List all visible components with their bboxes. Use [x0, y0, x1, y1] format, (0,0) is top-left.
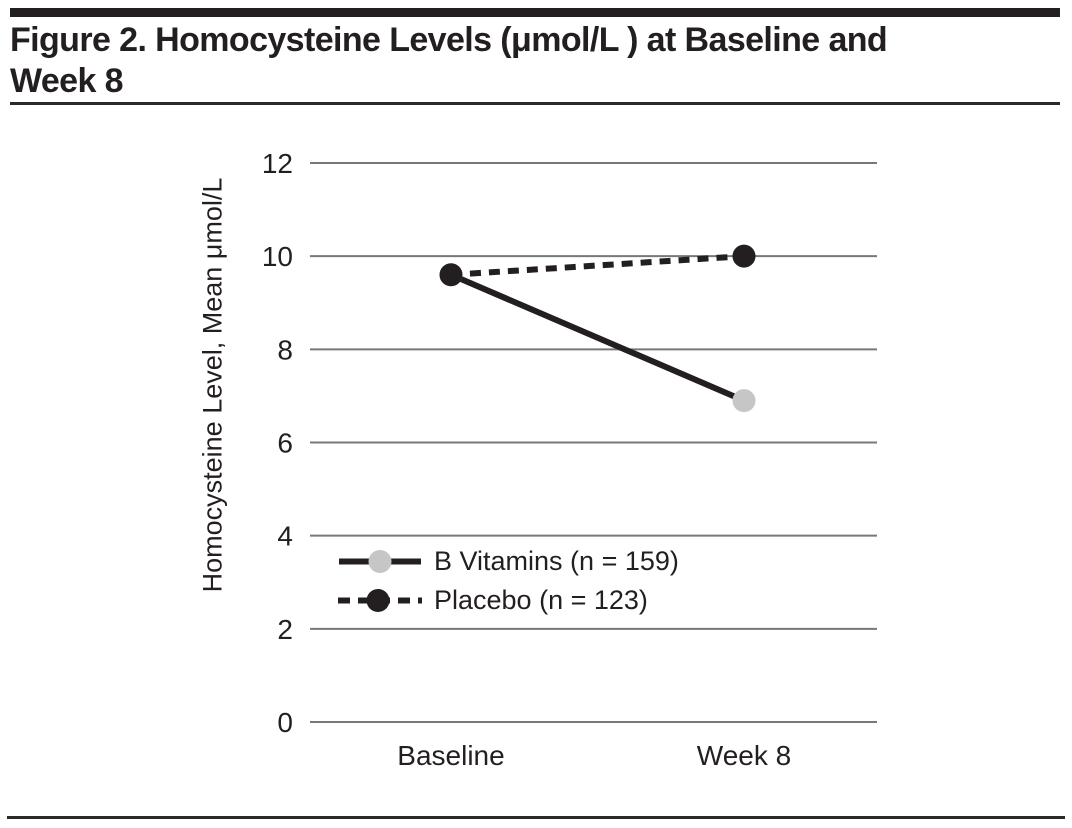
- y-tick-label-2: 2: [277, 614, 293, 645]
- figure-bottom-rule: [7, 816, 1065, 819]
- legend-sample-solid-line-icon: [339, 550, 421, 573]
- legend-sample-dashed-line-icon: [338, 589, 422, 612]
- series-line-0: [449, 272, 746, 404]
- y-axis-title: Homocysteine Level, Mean μmol/L: [197, 177, 228, 593]
- series-line-1: [450, 253, 745, 278]
- legend-label-placebo: Placebo (n = 123): [434, 585, 648, 615]
- y-tick-label-4: 4: [277, 521, 293, 552]
- title-divider-rule: [10, 102, 1060, 105]
- data-point-placebo-baseline: [439, 263, 463, 287]
- figure-title-line1: Figure 2. Homocysteine Levels (μmol/L ) …: [10, 21, 888, 59]
- figure-title: Figure 2. Homocysteine Levels (μmol/L ) …: [10, 20, 1060, 102]
- y-tick-label-12: 12: [262, 148, 293, 179]
- y-tick-label-8: 8: [277, 334, 293, 365]
- legend-label-b-vitamins: B Vitamins (n = 159): [434, 546, 679, 576]
- x-tick-label: Baseline: [397, 740, 504, 771]
- data-point-b-week8: [732, 389, 756, 413]
- y-tick-label-10: 10: [262, 241, 293, 272]
- data-point-placebo-week8: [732, 244, 756, 268]
- figure-title-line2: Week 8: [10, 62, 124, 100]
- y-tick-label-6: 6: [277, 428, 293, 459]
- x-tick-label: Week 8: [697, 740, 791, 771]
- legend-item-b-vitamins: B Vitamins (n = 159): [336, 546, 679, 576]
- legend-item-placebo: Placebo (n = 123): [336, 585, 679, 615]
- figure-top-bar: [10, 8, 1060, 17]
- chart-legend: B Vitamins (n = 159) Placebo (n = 123): [336, 546, 679, 615]
- y-tick-label-0: 0: [277, 707, 293, 738]
